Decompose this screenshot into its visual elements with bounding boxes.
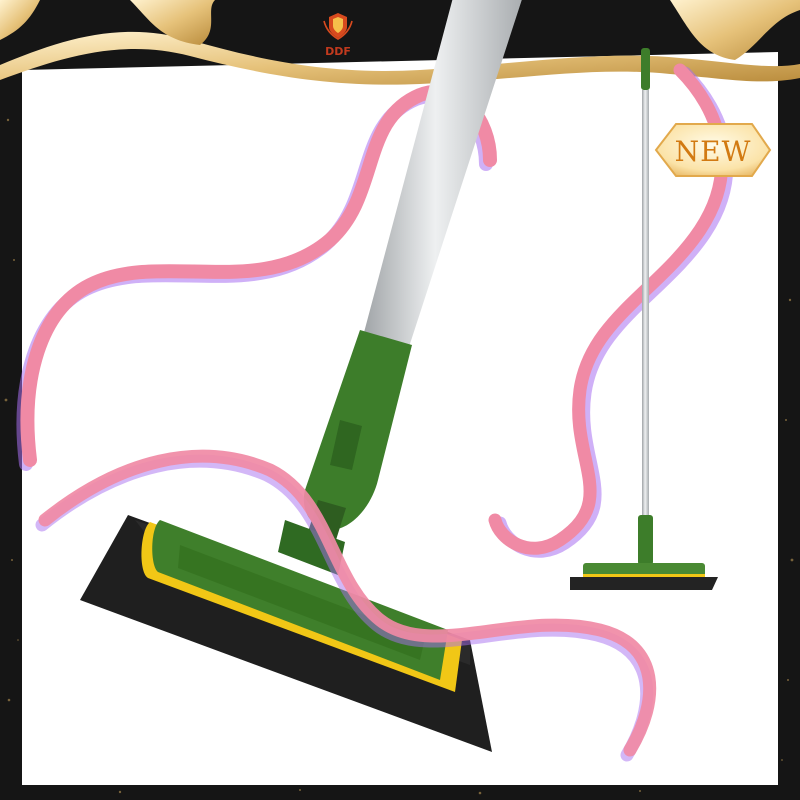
frame-speckles — [4, 118, 794, 795]
new-badge-label: NEW — [675, 135, 752, 168]
thumbnail-squeegee — [570, 48, 718, 590]
gold-corner-left — [0, 0, 40, 40]
aluminium-pole — [362, 0, 522, 350]
main-squeegee — [80, 0, 522, 752]
shield-logo-icon — [323, 13, 353, 40]
gold-ribbon-tail-right — [670, 0, 800, 60]
new-badge: NEW — [654, 123, 772, 177]
gold-ribbon-border — [0, 31, 800, 85]
gold-ribbon-tail-left — [130, 0, 215, 45]
pink-ribbon-front — [35, 449, 657, 762]
brand-name: DDF — [325, 45, 351, 58]
